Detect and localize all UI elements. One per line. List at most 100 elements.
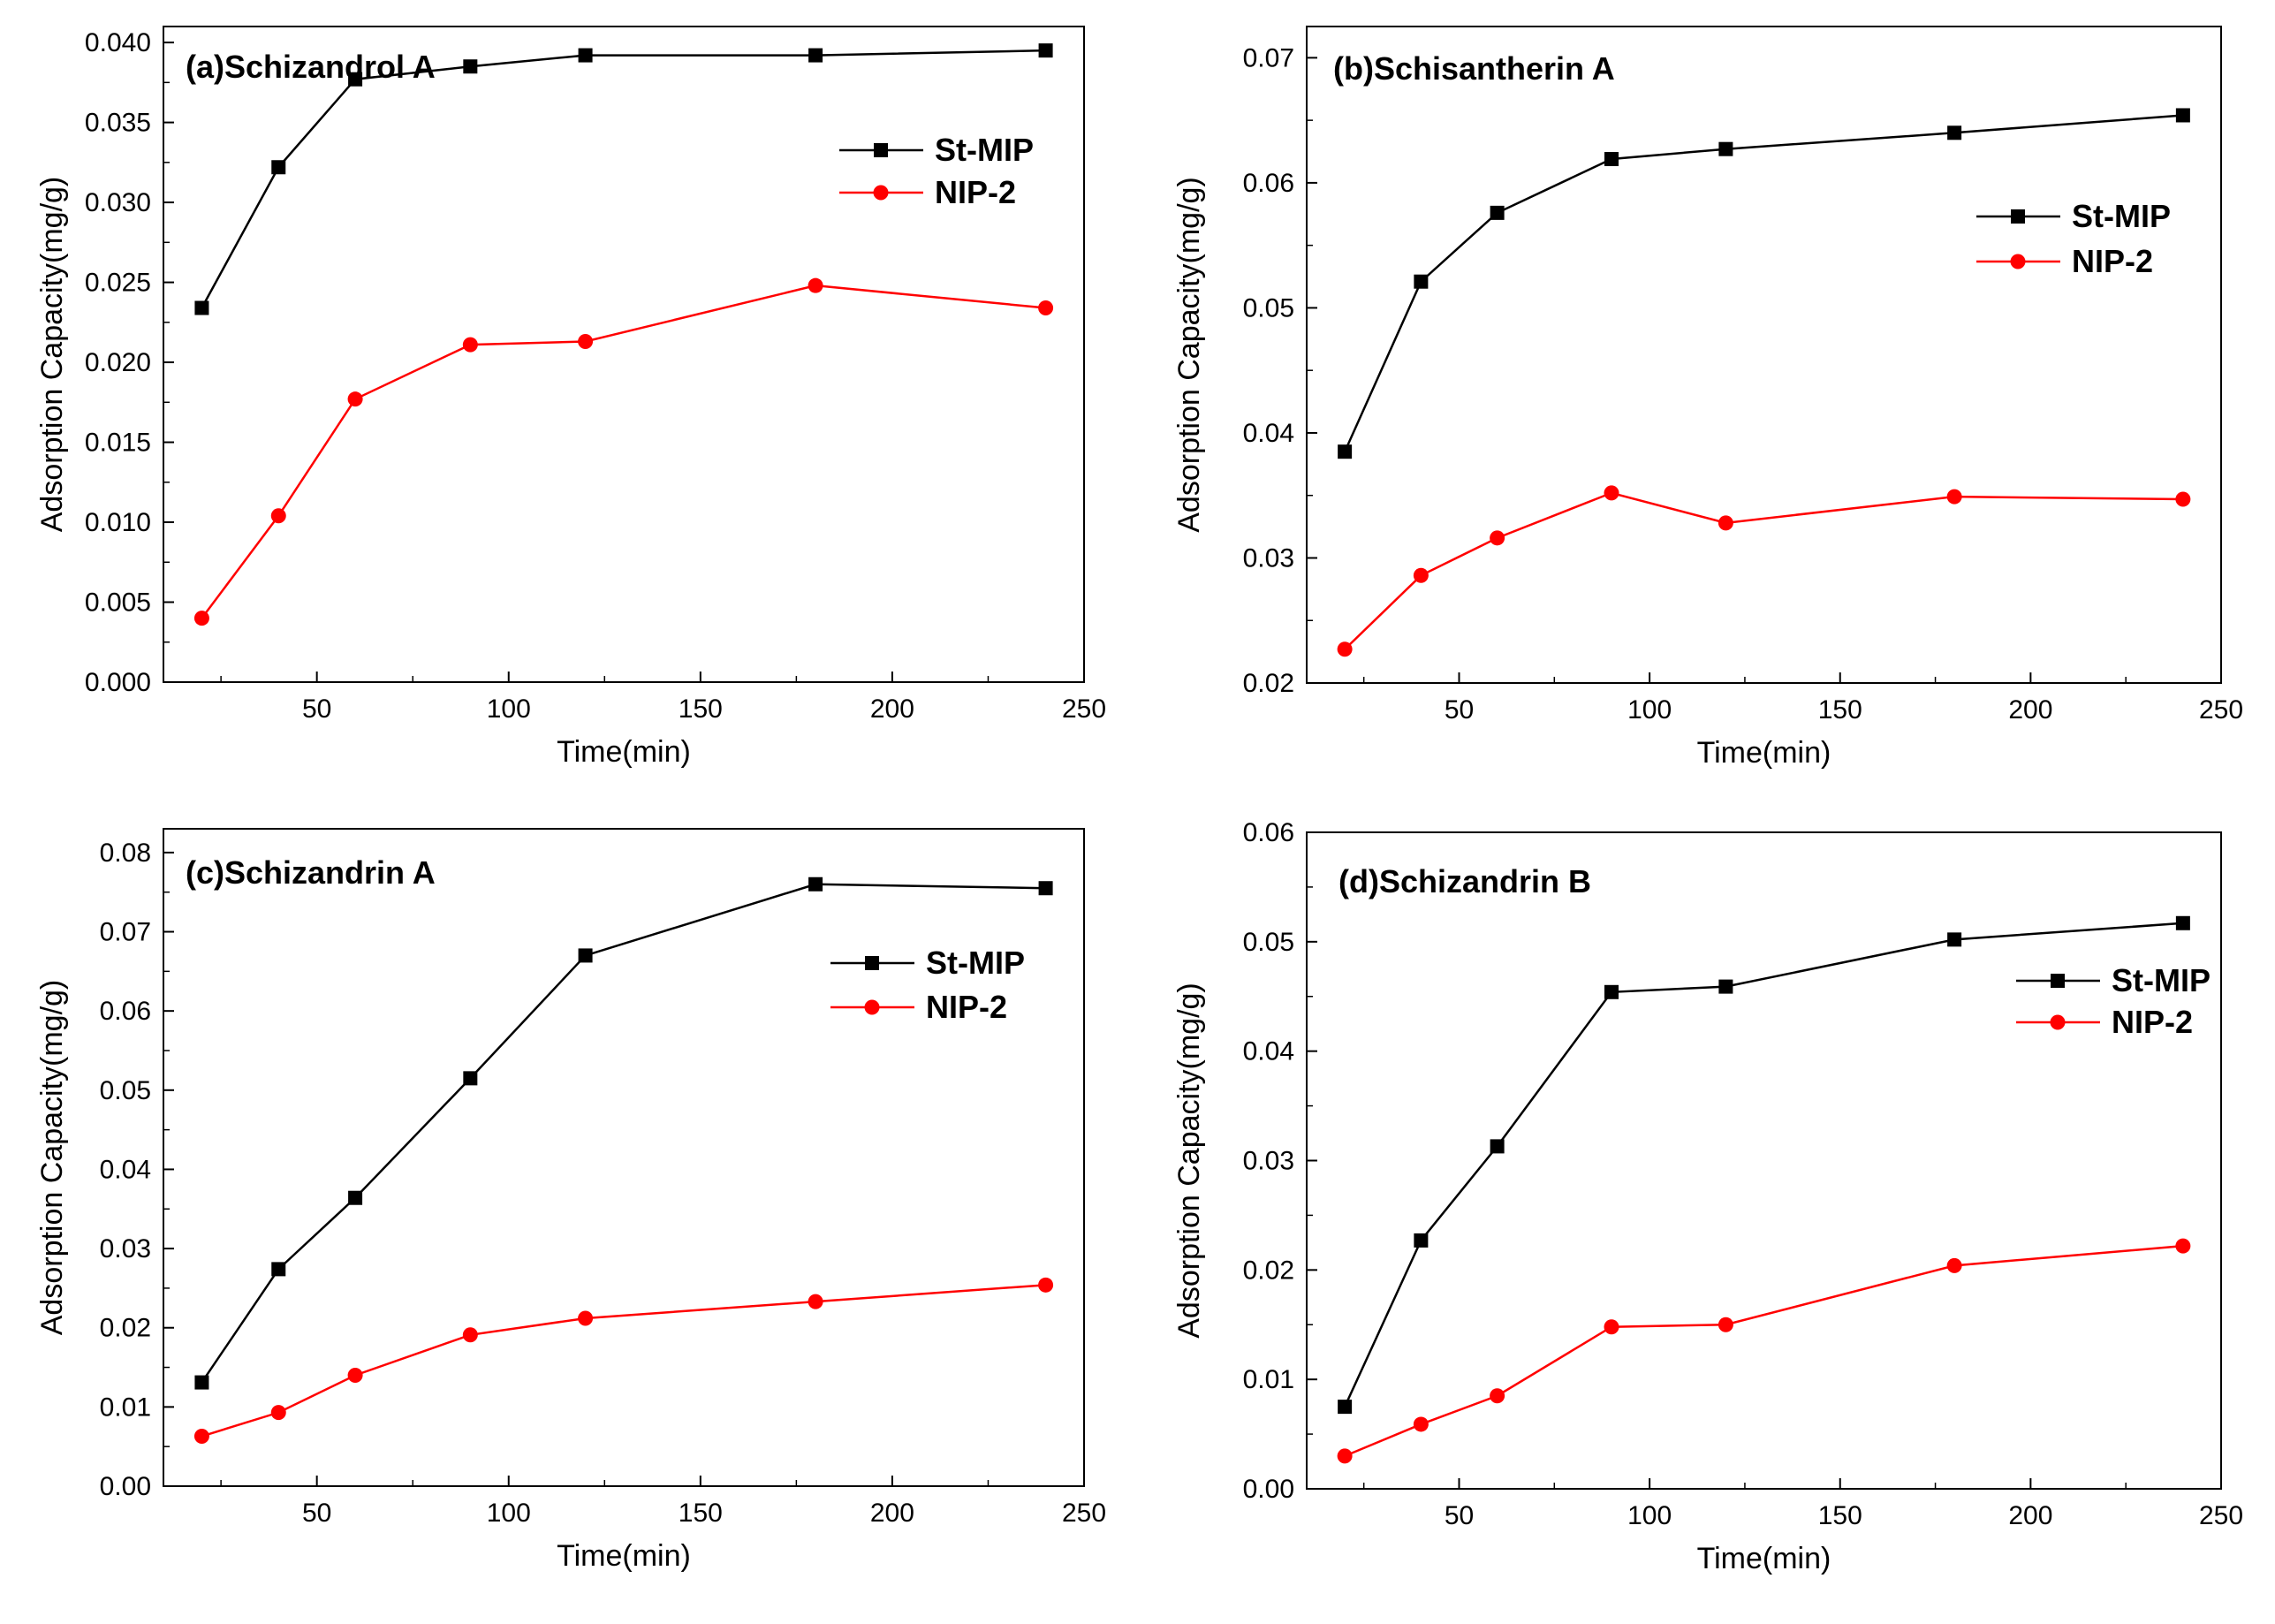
chart-panel-c: 50 100 150 200 250 0.00 0.01 0.02 0.03 0.04 0.05 0.… [0,795,1137,1624]
data-point-a-st-mip-5 [808,48,823,63]
data-point-a-nip-2-5 [808,277,823,293]
data-point-a-st-mip-0 [194,300,209,315]
x-tick-label-b-3: 200 [2008,695,2052,725]
y-tick-label-c-5: 0.05 [100,1076,151,1105]
data-point-c-nip-2-1 [270,1405,286,1421]
data-point-b-st-mip-1 [1414,274,1429,289]
data-point-b-nip-2-1 [1413,567,1429,583]
series-line-c-nip-2 [201,1284,1046,1438]
data-point-a-nip-2-1 [270,508,286,524]
legend-label-c-st-mip: St-MIP [926,945,1025,981]
x-tick-label-b-4: 250 [2199,695,2243,725]
data-point-b-nip-2-6 [2175,491,2191,507]
x-tick-label-b-0: 50 [1445,695,1474,725]
x-tick-label-a-0: 50 [302,694,331,724]
x-tick-label-d-3: 200 [2008,1501,2052,1530]
legend-label-c-nip-2: NIP-2 [926,989,1007,1025]
x-tick-label-b-1: 100 [1627,695,1672,725]
panel-title-a: (a)Schizandrol A [186,49,436,85]
x-tick-label-a-1: 100 [487,694,531,724]
series-line-d-st-mip [1343,922,2183,1408]
y-tick-label-c-2: 0.02 [100,1314,151,1343]
panel-title-c: (c)Schizandrin A [186,854,436,891]
y-tick-label-b-3: 0.05 [1243,293,1294,323]
data-point-b-nip-2-4 [1718,515,1733,531]
legend-marker-d-nip-2 [2050,1014,2066,1030]
y-tick-label-b-0: 0.02 [1243,669,1294,698]
y-tick-label-a-0: 0.000 [85,668,151,697]
chart-d-svg: 50 100 150 200 250 0.00 0.01 0.02 0.03 0.04 0.05 0.… [1172,818,2243,1575]
data-point-d-st-mip-6 [2175,915,2190,930]
y-tick-label-a-8: 0.040 [85,28,151,57]
legend-marker-b-nip-2 [2010,254,2026,269]
y-tick-label-d-4: 0.04 [1243,1037,1294,1066]
data-point-b-st-mip-3 [1604,152,1619,167]
data-point-d-st-mip-1 [1414,1233,1429,1248]
x-axis-title-b: Time(min) [1697,736,1831,770]
data-point-c-st-mip-4 [578,948,593,963]
plot-frame-a [163,26,1085,683]
legend-label-d-st-mip: St-MIP [2112,962,2211,998]
y-tick-label-d-1: 0.01 [1243,1365,1294,1394]
data-point-d-st-mip-0 [1338,1400,1353,1415]
data-point-d-st-mip-5 [1947,932,1962,947]
data-point-c-st-mip-5 [808,877,823,892]
x-tick-label-d-2: 150 [1818,1501,1862,1530]
series-line-d-nip-2 [1344,1244,2183,1458]
data-point-b-st-mip-5 [1947,125,1962,140]
x-tick-label-d-0: 50 [1445,1501,1474,1530]
legend-label-a-nip-2: NIP-2 [935,174,1016,210]
data-point-a-st-mip-3 [463,59,478,74]
legend-marker-a-st-mip [874,143,888,157]
y-tick-label-a-4: 0.020 [85,348,151,377]
x-tick-label-c-3: 200 [870,1499,914,1528]
data-point-d-nip-2-3 [1604,1319,1619,1335]
x-axis-title-c: Time(min) [557,1539,691,1573]
series-line-c-st-mip [201,883,1046,1384]
data-point-a-st-mip-6 [1038,43,1053,58]
data-point-a-nip-2-4 [578,334,594,350]
data-point-d-st-mip-3 [1604,984,1619,999]
y-tick-label-c-8: 0.08 [100,839,151,868]
data-point-a-st-mip-4 [578,48,593,63]
panel-title-d: (d)Schizandrin B [1338,863,1591,899]
legend-label-d-nip-2: NIP-2 [2112,1004,2193,1040]
data-point-d-nip-2-4 [1718,1317,1733,1332]
y-axis-title-c: Adsorption Capacity(mg/g) [35,980,69,1336]
data-point-d-nip-2-1 [1413,1416,1429,1432]
legend-marker-b-st-mip [2011,209,2025,224]
data-point-b-nip-2-2 [1490,530,1505,546]
y-tick-label-c-6: 0.06 [100,997,151,1026]
data-point-d-st-mip-2 [1490,1139,1505,1154]
y-tick-label-c-3: 0.03 [100,1234,151,1264]
x-tick-label-a-3: 200 [870,694,914,724]
x-tick-label-c-1: 100 [487,1499,531,1528]
y-tick-label-c-0: 0.00 [100,1472,151,1501]
y-tick-label-d-2: 0.02 [1243,1256,1294,1285]
y-tick-label-a-2: 0.010 [85,508,151,537]
x-tick-label-d-1: 100 [1627,1501,1672,1530]
data-point-a-st-mip-2 [348,72,363,87]
data-point-c-st-mip-0 [194,1375,209,1390]
data-point-d-nip-2-6 [2175,1238,2191,1254]
y-tick-label-a-3: 0.015 [85,429,151,458]
chart-panel-d: 50 100 150 200 250 0.00 0.01 0.02 0.03 0.04 0.05 0.… [1137,795,2275,1624]
data-point-b-st-mip-2 [1490,205,1505,220]
data-point-c-nip-2-3 [462,1327,478,1343]
legend-marker-c-nip-2 [864,999,880,1015]
data-point-a-nip-2-2 [347,391,363,407]
legend-marker-d-st-mip [2051,974,2065,988]
data-point-b-st-mip-4 [1718,141,1733,156]
y-axis-title-b: Adsorption Capacity(mg/g) [1172,177,1206,533]
y-tick-label-d-0: 0.00 [1243,1475,1294,1504]
chart-panel-b: 50 100 150 200 250 0.02 0.03 0.04 0.05 0.06 0.07 Ti… [1137,0,2275,795]
x-tick-label-c-0: 50 [302,1499,331,1528]
series-line-a-st-mip [201,49,1046,309]
data-point-c-st-mip-2 [348,1190,363,1205]
y-tick-label-d-3: 0.03 [1243,1147,1294,1176]
data-point-b-nip-2-0 [1337,641,1353,657]
legend-marker-c-st-mip [865,956,879,970]
y-tick-label-d-6: 0.06 [1243,818,1294,847]
y-axis-title-d: Adsorption Capacity(mg/g) [1172,983,1206,1339]
series-line-b-st-mip [1343,114,2183,452]
